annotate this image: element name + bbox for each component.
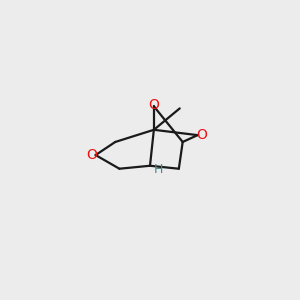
Text: O: O [86,148,97,162]
Text: O: O [196,128,207,142]
Text: H: H [154,163,163,176]
Text: O: O [148,98,159,112]
